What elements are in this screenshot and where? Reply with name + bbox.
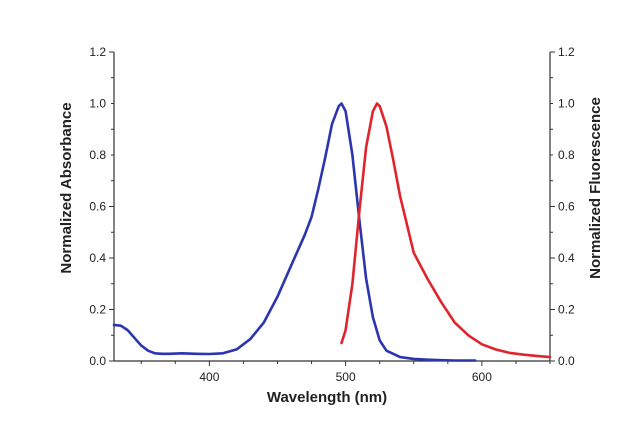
y-left-tick-label: 1.2	[89, 45, 106, 59]
axes	[113, 52, 551, 362]
x-tick-label: 600	[472, 370, 492, 384]
y-left-tick-label: 0.0	[89, 354, 106, 368]
y-left-tick-label: 0.8	[89, 148, 106, 162]
y-left-tick-label: 1.0	[89, 97, 106, 111]
y-axis-right-title: Normalized Fluorescence	[587, 97, 604, 279]
y-right-tick-label: 0.8	[558, 148, 575, 162]
y-left-tick-label: 0.6	[89, 200, 106, 214]
fluorescence-series-line	[340, 102, 552, 359]
y-left-tick-label: 0.4	[89, 251, 106, 265]
y-right-tick-label: 0.6	[558, 200, 575, 214]
y-left-tick-label: 0.2	[89, 303, 106, 317]
y-right-tick-label: 0.4	[558, 251, 575, 265]
y-axis-left-title: Normalized Absorbance	[58, 102, 75, 273]
y-right-tick-label: 0.2	[558, 303, 575, 317]
ticks: 0.0 0.0 0.2 0.2 0.4 0.4 0.6 0.6 0.8 0.8 1.0 1.0 1.2 1…	[89, 45, 575, 384]
absorbance-series-line	[112, 102, 477, 362]
y-right-tick-label: 0.0	[558, 354, 575, 368]
y-right-tick-label: 1.2	[558, 45, 575, 59]
x-tick-label: 400	[199, 370, 219, 384]
x-tick-label: 500	[336, 370, 356, 384]
y-right-tick-label: 1.0	[558, 97, 575, 111]
x-axis-title: Wavelength (nm)	[267, 389, 387, 406]
series	[112, 102, 552, 362]
